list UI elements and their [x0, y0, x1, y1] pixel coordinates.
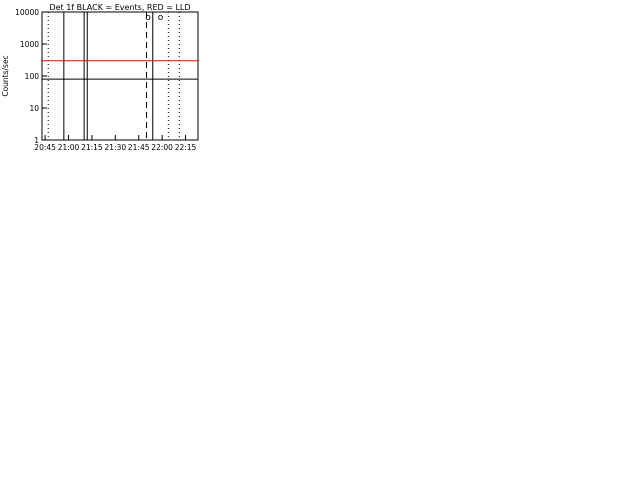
y-tick-label: 1 — [34, 136, 39, 145]
y-tick-label: 10 — [29, 104, 39, 113]
x-tick-label: 21:15 — [81, 143, 103, 152]
y-tick-label: 1000 — [20, 40, 39, 49]
x-tick-label: 20:45 — [34, 143, 56, 152]
y-tick-label: 100 — [25, 72, 40, 81]
y-tick-label: 10000 — [15, 8, 39, 17]
panel: Det 1f BLACK = Events, RED = LLD 1 10 100 10… — [1, 3, 199, 152]
x-tick-label: 22:00 — [151, 143, 173, 152]
top-marker: o — [158, 13, 164, 23]
x-tick-label: 22:15 — [175, 143, 197, 152]
top-marker: o — [145, 13, 151, 23]
x-tick-label: 21:30 — [105, 143, 127, 152]
x-tick-label: 21:45 — [128, 143, 150, 152]
y-axis-label: Counts/sec — [1, 55, 10, 96]
x-tick-label: 21:00 — [58, 143, 80, 152]
plot-frame — [41, 11, 199, 141]
panel-title: Det 1f BLACK = Events, RED = LLD — [49, 3, 190, 12]
